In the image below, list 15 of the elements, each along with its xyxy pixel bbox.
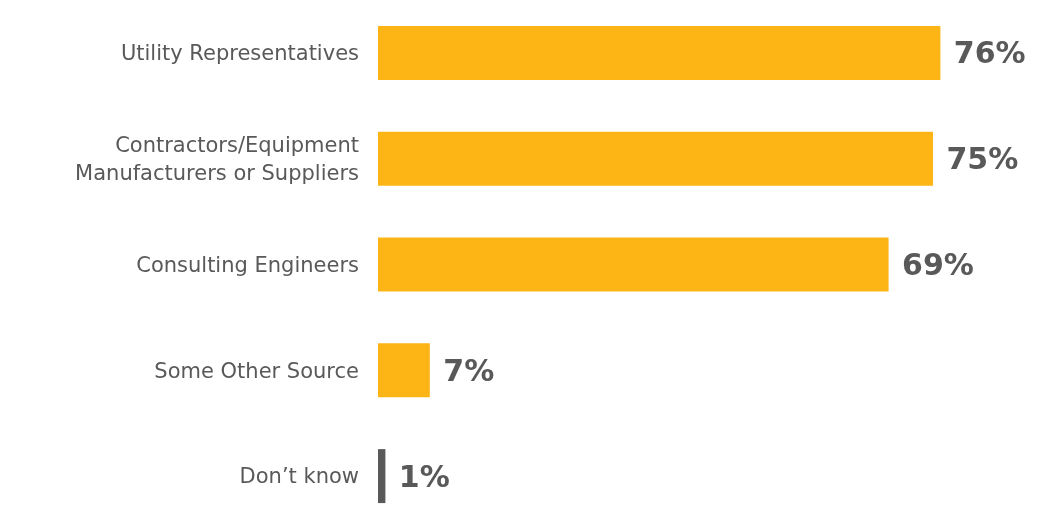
- y-tick-label: Some Other Source: [154, 358, 359, 383]
- data-label: 69%: [891, 247, 974, 282]
- y-tick-label: Utility Representatives: [120, 41, 359, 66]
- y-tick-label: Don’t know: [239, 464, 359, 489]
- data-label: 76%: [943, 35, 1026, 71]
- bar: [378, 343, 430, 398]
- data-label: 7%: [432, 352, 495, 388]
- bar: [378, 237, 889, 292]
- y-tick-label: Contractors/Equipment Manufacturers or Suppliers: [75, 133, 359, 185]
- bar: [378, 25, 941, 80]
- data-label: 1%: [388, 458, 450, 494]
- y-tick-label: Consulting Engineers: [136, 252, 359, 277]
- bar: [378, 131, 933, 186]
- data-label: 75%: [935, 141, 1019, 177]
- bar: [378, 449, 386, 504]
